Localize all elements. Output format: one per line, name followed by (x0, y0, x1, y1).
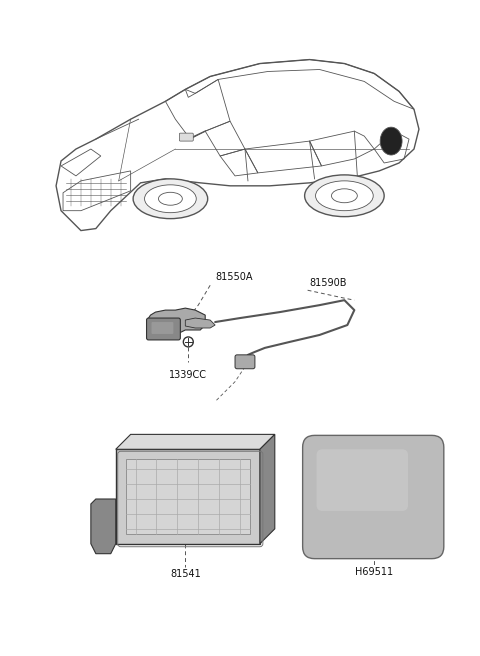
FancyBboxPatch shape (302, 436, 444, 559)
Circle shape (183, 337, 193, 347)
Polygon shape (126, 459, 250, 534)
Ellipse shape (315, 181, 373, 211)
FancyBboxPatch shape (152, 322, 173, 334)
FancyBboxPatch shape (235, 355, 255, 369)
Text: 1339CC: 1339CC (169, 370, 207, 380)
Text: 81590B: 81590B (310, 278, 347, 288)
Text: H69511: H69511 (355, 567, 393, 577)
Polygon shape (260, 434, 275, 544)
FancyBboxPatch shape (146, 318, 180, 340)
Text: 81541: 81541 (170, 569, 201, 579)
Polygon shape (185, 318, 215, 328)
Polygon shape (116, 434, 275, 449)
Polygon shape (116, 449, 260, 544)
Text: 81550A: 81550A (215, 272, 252, 282)
Ellipse shape (305, 175, 384, 216)
Ellipse shape (380, 127, 402, 155)
FancyBboxPatch shape (180, 133, 193, 141)
Polygon shape (56, 60, 419, 230)
Polygon shape (148, 308, 205, 335)
Polygon shape (91, 499, 116, 554)
Ellipse shape (133, 179, 208, 218)
FancyBboxPatch shape (316, 449, 408, 511)
Ellipse shape (144, 185, 196, 213)
